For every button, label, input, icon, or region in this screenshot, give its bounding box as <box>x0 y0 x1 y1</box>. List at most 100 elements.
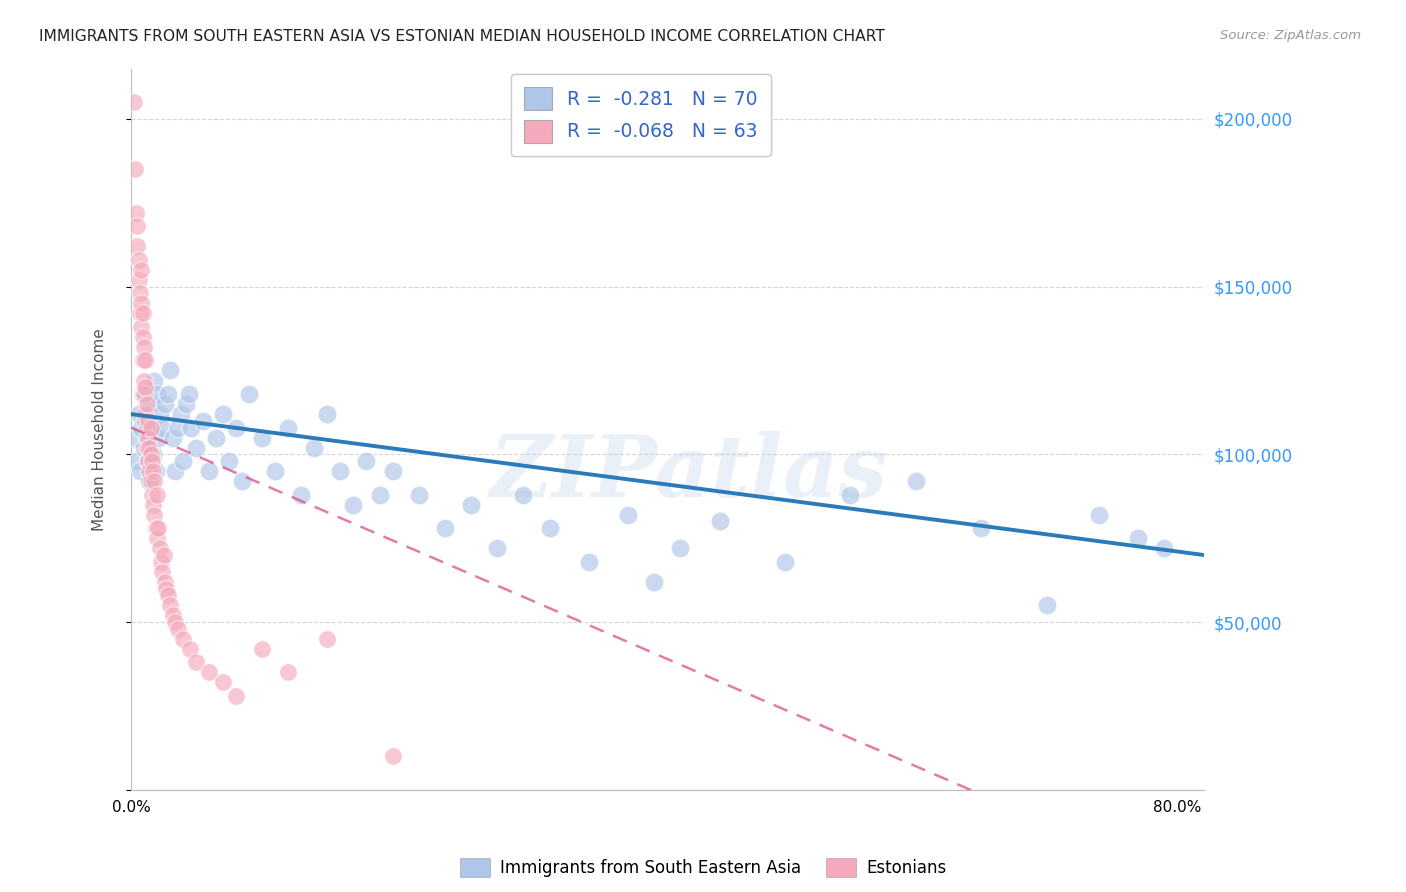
Point <box>141 454 163 468</box>
Point <box>127 219 149 234</box>
Point <box>578 555 600 569</box>
Point <box>150 555 173 569</box>
Point <box>408 487 430 501</box>
Point <box>142 498 165 512</box>
Point <box>124 162 146 177</box>
Point <box>143 508 166 522</box>
Text: Source: ZipAtlas.com: Source: ZipAtlas.com <box>1220 29 1361 42</box>
Point <box>172 454 194 468</box>
Point <box>146 531 169 545</box>
Point <box>156 588 179 602</box>
Point <box>198 464 221 478</box>
Point <box>263 464 285 478</box>
Point <box>135 441 157 455</box>
Point <box>538 521 561 535</box>
Point <box>643 574 665 589</box>
Point <box>669 541 692 556</box>
Point <box>218 454 240 468</box>
Point <box>186 441 208 455</box>
Point <box>127 239 149 253</box>
Point <box>381 464 404 478</box>
Point <box>165 615 187 629</box>
Point <box>316 632 339 646</box>
Point <box>139 420 162 434</box>
Point <box>131 262 153 277</box>
Point <box>970 521 993 535</box>
Point <box>162 608 184 623</box>
Point <box>148 431 170 445</box>
Point <box>131 296 153 310</box>
Point <box>186 656 208 670</box>
Point <box>153 574 176 589</box>
Point <box>290 487 312 501</box>
Point <box>316 407 339 421</box>
Point <box>773 555 796 569</box>
Point <box>134 414 156 428</box>
Point <box>356 454 378 468</box>
Point <box>125 431 148 445</box>
Point <box>141 487 163 501</box>
Point <box>145 521 167 535</box>
Point <box>177 387 200 401</box>
Point <box>512 487 534 501</box>
Point <box>174 397 197 411</box>
Point <box>136 414 159 428</box>
Point <box>156 387 179 401</box>
Point <box>127 454 149 468</box>
Point <box>143 374 166 388</box>
Point <box>198 665 221 680</box>
Point <box>368 487 391 501</box>
Point <box>138 474 160 488</box>
Point <box>381 749 404 764</box>
Point <box>132 374 155 388</box>
Point <box>486 541 509 556</box>
Point <box>128 407 150 421</box>
Point <box>134 407 156 421</box>
Point <box>250 641 273 656</box>
Point <box>128 252 150 267</box>
Point <box>146 387 169 401</box>
Point <box>167 622 190 636</box>
Point <box>129 464 152 478</box>
Point <box>169 407 191 421</box>
Point <box>150 565 173 579</box>
Point <box>135 397 157 411</box>
Point <box>238 387 260 401</box>
Point <box>205 431 228 445</box>
Point <box>329 464 352 478</box>
Point <box>342 498 364 512</box>
Point <box>142 464 165 478</box>
Legend: R =  -0.281   N = 70, R =  -0.068   N = 63: R = -0.281 N = 70, R = -0.068 N = 63 <box>510 74 770 156</box>
Point <box>132 353 155 368</box>
Point <box>128 273 150 287</box>
Point <box>277 665 299 680</box>
Point <box>225 689 247 703</box>
Point <box>134 380 156 394</box>
Point <box>1128 531 1150 545</box>
Point <box>152 548 174 562</box>
Point <box>172 632 194 646</box>
Point <box>139 397 162 411</box>
Point <box>904 474 927 488</box>
Point <box>617 508 640 522</box>
Point <box>135 431 157 445</box>
Legend: Immigrants from South Eastern Asia, Estonians: Immigrants from South Eastern Asia, Esto… <box>453 852 953 884</box>
Point <box>277 420 299 434</box>
Point <box>148 521 170 535</box>
Point <box>250 431 273 445</box>
Point <box>134 353 156 368</box>
Point <box>138 464 160 478</box>
Point <box>129 306 152 320</box>
Point <box>191 414 214 428</box>
Point <box>136 431 159 445</box>
Point <box>143 474 166 488</box>
Point <box>231 474 253 488</box>
Point <box>211 675 233 690</box>
Point <box>153 397 176 411</box>
Point <box>839 487 862 501</box>
Point <box>132 387 155 401</box>
Point <box>1035 599 1057 613</box>
Point <box>180 420 202 434</box>
Point <box>131 319 153 334</box>
Point <box>138 441 160 455</box>
